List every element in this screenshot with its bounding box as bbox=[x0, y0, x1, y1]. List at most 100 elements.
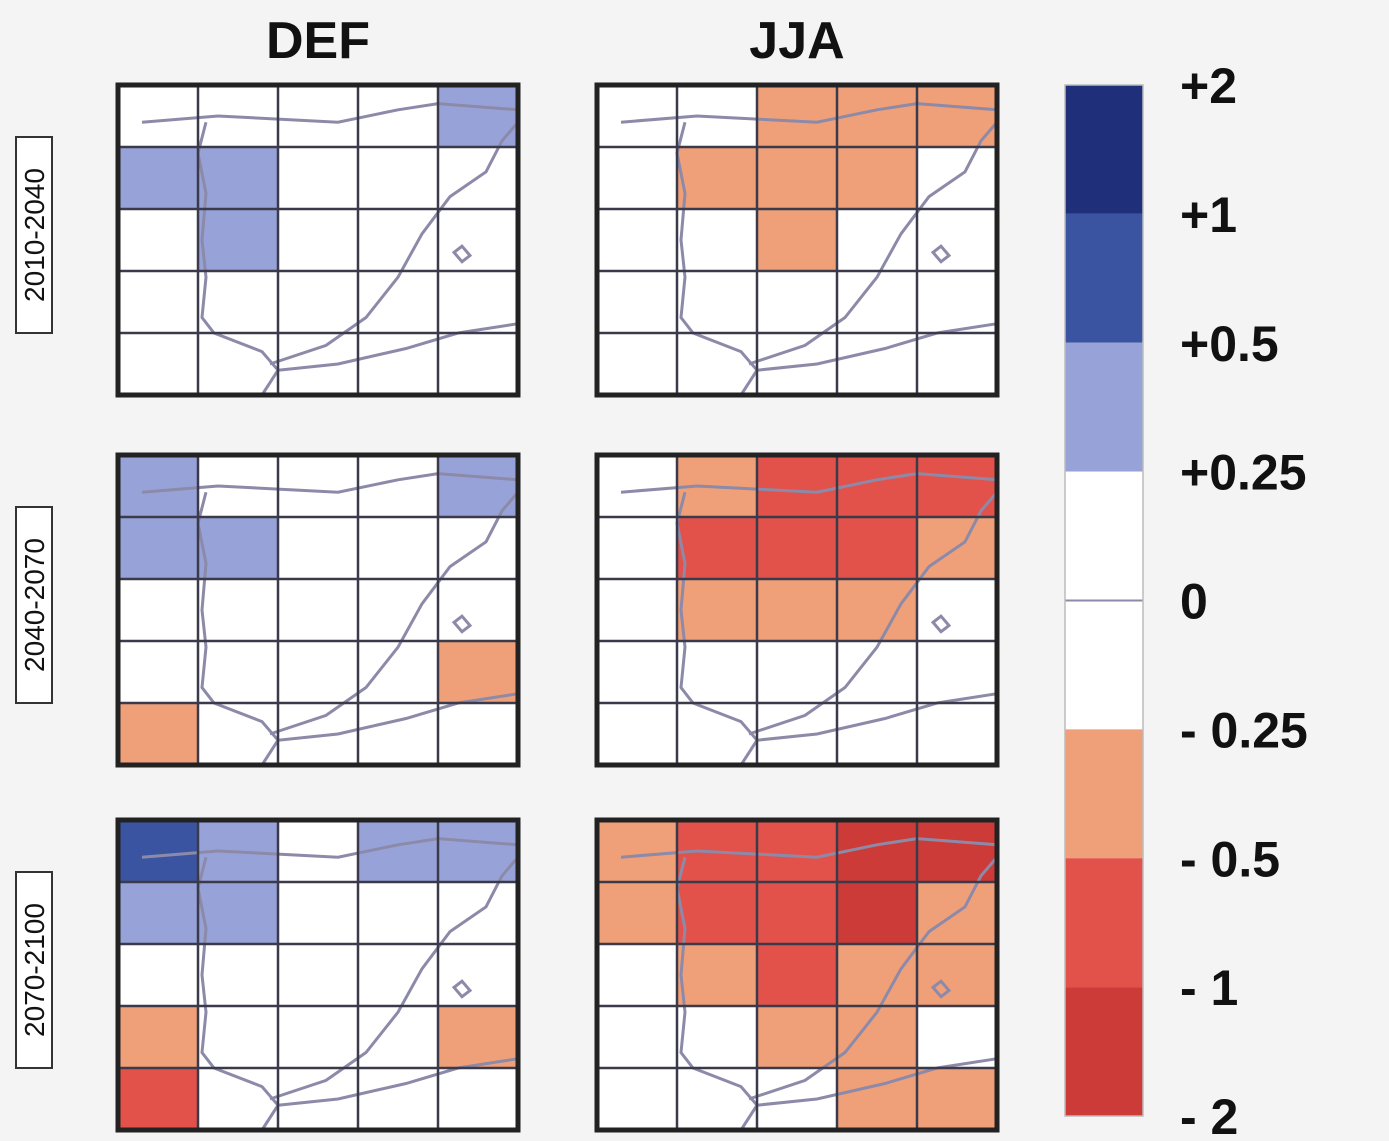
colorbar-tick-label: - 2 bbox=[1180, 1089, 1238, 1141]
coastline-1 bbox=[269, 121, 520, 366]
grid-cell-r2-c0 bbox=[118, 579, 198, 641]
row-label-2070-2100: 2070-2100 bbox=[15, 871, 53, 1069]
row-label-2010-2040: 2010-2040 bbox=[15, 136, 53, 334]
grid-cell-r3-c0 bbox=[118, 641, 198, 703]
grid-cell-r4-c0 bbox=[597, 703, 677, 765]
grid-cell-r2-c1 bbox=[677, 944, 757, 1006]
coastline-2 bbox=[756, 322, 998, 372]
grid-cell-r1-c2 bbox=[278, 882, 358, 944]
grid-cell-r1-c3 bbox=[358, 147, 438, 209]
panel-border bbox=[594, 817, 1000, 1133]
grid-cell-r2-c3 bbox=[837, 209, 917, 271]
grid-cell-r2-c2 bbox=[757, 944, 837, 1006]
colorbar-bin-2 bbox=[1065, 342, 1143, 472]
grid-cell-r4-c4 bbox=[917, 703, 997, 765]
colorbar: +2 +1 +0.5 +0.25 0 - 0.25 - 0.5 - 1 - 2 bbox=[1064, 58, 1308, 1141]
row-label-box bbox=[15, 871, 53, 1069]
grid-cell-r0-c0 bbox=[597, 455, 677, 517]
coastline-0 bbox=[196, 491, 280, 766]
row-label-text: 2070-2100 bbox=[19, 903, 50, 1037]
grid-cell-r2-c2 bbox=[278, 579, 358, 641]
grid-cell-r3-c0 bbox=[118, 271, 198, 333]
panel-border bbox=[115, 452, 521, 768]
grid-cell-r3-c4 bbox=[917, 271, 997, 333]
row-label-text: 2040-2070 bbox=[19, 538, 50, 672]
grid-cell-r2-c1 bbox=[198, 944, 278, 1006]
grid-cell-r3-c1 bbox=[198, 641, 278, 703]
grid-cell-r3-c4 bbox=[438, 641, 518, 703]
grid-cell-r3-c2 bbox=[757, 641, 837, 703]
grid-cell-r0-c0 bbox=[597, 820, 677, 882]
grid-cell-r3-c0 bbox=[118, 1006, 198, 1068]
coastline-0 bbox=[675, 121, 759, 396]
grid-cell-r3-c1 bbox=[198, 271, 278, 333]
grid-cell-r2-c3 bbox=[358, 579, 438, 641]
grid-cell-r3-c4 bbox=[438, 1006, 518, 1068]
coastline-2 bbox=[277, 692, 519, 742]
grid-cell-r3-c3 bbox=[837, 641, 917, 703]
grid-cell-r1-c3 bbox=[837, 882, 917, 944]
grid-cell-r2-c3 bbox=[358, 209, 438, 271]
grid-cell-r3-c0 bbox=[597, 641, 677, 703]
grid-cell-r4-c0 bbox=[597, 333, 677, 395]
grid-cell-r3-c0 bbox=[597, 271, 677, 333]
grid-cell-r3-c1 bbox=[198, 1006, 278, 1068]
grid-cell-r2-c4 bbox=[438, 209, 518, 271]
grid-cell-r2-c0 bbox=[597, 209, 677, 271]
grid-cell-r3-c4 bbox=[917, 641, 997, 703]
colorbar-frame bbox=[1064, 84, 1144, 1117]
grid-cell-r2-c2 bbox=[278, 209, 358, 271]
grid-cell-r4-c0 bbox=[118, 1068, 198, 1130]
map-panel-jja-2070-2100 bbox=[594, 817, 1000, 1133]
grid-cell-r3-c0 bbox=[597, 1006, 677, 1068]
coastline-2 bbox=[756, 692, 998, 742]
grid-cell-r1-c0 bbox=[597, 517, 677, 579]
grid-cell-r0-c0 bbox=[118, 455, 198, 517]
grid-cell-r4-c4 bbox=[438, 1068, 518, 1130]
map-panel-def-2010-2040 bbox=[115, 82, 521, 398]
coastline-0 bbox=[675, 491, 759, 766]
grid-cell-r3-c1 bbox=[677, 271, 757, 333]
colorbar-tick-label: - 0.25 bbox=[1180, 702, 1308, 758]
grid-cell-r1-c3 bbox=[358, 882, 438, 944]
coastline-1 bbox=[269, 856, 520, 1101]
colorbar-tick-label: +1 bbox=[1180, 187, 1237, 243]
grid-cell-r3-c2 bbox=[757, 271, 837, 333]
grid-cell-r1-c1 bbox=[198, 517, 278, 579]
row-label-2040-2070: 2040-2070 bbox=[15, 506, 53, 704]
grid-cell-r4-c2 bbox=[757, 1068, 837, 1130]
grid-cell-r3-c2 bbox=[278, 1006, 358, 1068]
grid-cell-r2-c0 bbox=[118, 944, 198, 1006]
colorbar-bin-5 bbox=[1065, 858, 1143, 988]
grid-cell-r4-c2 bbox=[278, 703, 358, 765]
colorbar-tick-label: - 0.5 bbox=[1180, 831, 1280, 887]
grid-cell-r2-c1 bbox=[677, 579, 757, 641]
grid-cell-r2-c1 bbox=[198, 579, 278, 641]
grid-cell-r2-c2 bbox=[278, 944, 358, 1006]
colorbar-bin-0 bbox=[1065, 85, 1143, 214]
coastline-4 bbox=[930, 614, 952, 634]
coastline-2 bbox=[277, 322, 519, 372]
grid-cell-r1-c0 bbox=[118, 147, 198, 209]
coastline-4 bbox=[930, 244, 952, 264]
grid-cell-r4-c2 bbox=[278, 1068, 358, 1130]
grid-cell-r4-c2 bbox=[757, 333, 837, 395]
colorbar-bin-1 bbox=[1065, 213, 1143, 343]
grid-cell-r0-c2 bbox=[757, 820, 837, 882]
grid-cell-r4-c0 bbox=[118, 333, 198, 395]
grid-cell-r1-c0 bbox=[118, 882, 198, 944]
grid-cell-r1-c3 bbox=[837, 147, 917, 209]
coastline-2 bbox=[277, 1057, 519, 1107]
coastline-4 bbox=[930, 979, 952, 999]
grid-cell-r2-c3 bbox=[837, 579, 917, 641]
grid-cell-r0-c2 bbox=[278, 455, 358, 517]
column-title-def: DEF bbox=[266, 12, 370, 70]
grid-cell-r1-c3 bbox=[837, 517, 917, 579]
panel-border bbox=[594, 452, 1000, 768]
grid-cell-r1-c2 bbox=[757, 517, 837, 579]
grid-cell-r4-c0 bbox=[597, 1068, 677, 1130]
panel-border bbox=[115, 817, 521, 1133]
grid-cell-r2-c3 bbox=[837, 944, 917, 1006]
grid-cell-r2-c4 bbox=[917, 944, 997, 1006]
